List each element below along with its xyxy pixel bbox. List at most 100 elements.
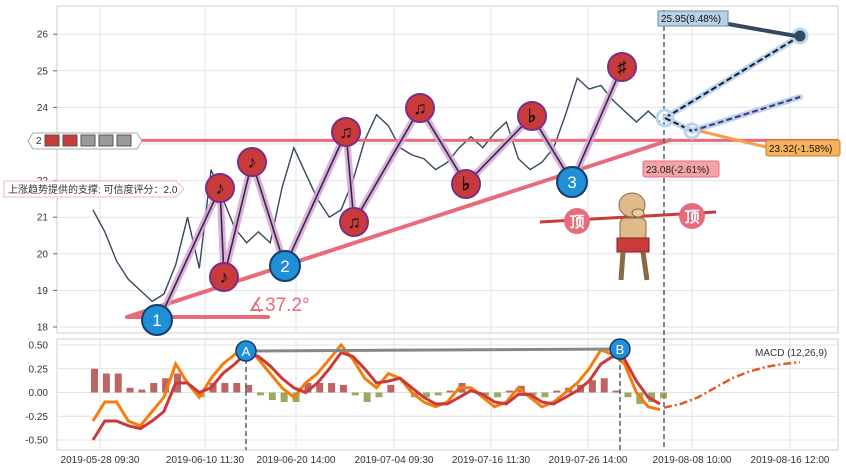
macd-projection-line bbox=[663, 360, 801, 409]
price-tick-label: 19 bbox=[37, 286, 49, 297]
macd-histogram-bar bbox=[553, 390, 561, 393]
dog-body bbox=[619, 217, 647, 241]
price-tick-label: 26 bbox=[37, 30, 49, 41]
macd-histogram-bar bbox=[446, 390, 454, 393]
divergence-marker bbox=[235, 340, 257, 362]
macd-histogram-bar bbox=[162, 378, 170, 393]
macd-histogram-bar bbox=[138, 389, 146, 393]
macd-tick-label: -0.25 bbox=[25, 412, 48, 423]
macd-histogram-bar bbox=[612, 390, 620, 393]
numbered-marker-label: 3 bbox=[567, 173, 576, 192]
projection-waypoint bbox=[683, 122, 701, 140]
macd-histogram-bar bbox=[351, 392, 359, 396]
divergence-marker-label: A bbox=[242, 344, 251, 359]
x-tick-label: 2019-06-20 14:00 bbox=[257, 455, 336, 466]
macd-histogram-bar bbox=[114, 373, 122, 393]
top-signal-label: 顶 bbox=[684, 209, 699, 226]
note-symbol: ♭ bbox=[462, 174, 471, 194]
note-marker bbox=[607, 52, 637, 82]
macd-histogram-bar bbox=[292, 392, 300, 402]
rating-cell bbox=[62, 134, 78, 147]
macd-histogram-bar bbox=[339, 384, 347, 393]
macd-histogram-bar bbox=[588, 380, 596, 393]
macd-histogram-bar bbox=[363, 392, 371, 402]
x-tick-label: 2019-07-04 09:30 bbox=[355, 455, 434, 466]
projection-up-line bbox=[664, 35, 801, 119]
macd-line-dea bbox=[91, 350, 661, 441]
macd-histogram-bar bbox=[494, 392, 502, 398]
trend-angle-label: ∡37.2° bbox=[248, 295, 310, 316]
rating-cell bbox=[116, 134, 132, 147]
macd-tick-label: 0.25 bbox=[29, 364, 49, 375]
macd-histogram-bar bbox=[245, 384, 253, 393]
note-marker bbox=[405, 93, 435, 123]
macd-histogram-bar bbox=[422, 392, 430, 398]
note-marker bbox=[331, 117, 361, 147]
top-signal-label: 顶 bbox=[569, 214, 584, 231]
target-up-arrow bbox=[727, 22, 797, 38]
price-tick-label: 21 bbox=[37, 213, 49, 224]
note-symbol: ♫ bbox=[339, 122, 353, 142]
target-up-label: 25.95(9.48%) bbox=[661, 14, 721, 25]
price-tick-label: 24 bbox=[37, 103, 49, 114]
macd-histogram-bar bbox=[434, 392, 442, 396]
macd-histogram-bar bbox=[600, 378, 608, 393]
note-marker bbox=[517, 101, 547, 131]
note-symbol: ♪ bbox=[248, 152, 257, 172]
macd-title: MACD (12,26,9) bbox=[755, 348, 827, 359]
macd-histogram-bar bbox=[529, 392, 537, 396]
macd-tick-label: -0.50 bbox=[25, 436, 48, 447]
numbered-marker bbox=[556, 166, 588, 198]
macd-panel-frame bbox=[56, 338, 839, 451]
x-tick-label: 2019-08-16 12:00 bbox=[751, 455, 830, 466]
macd-histogram-bar bbox=[375, 392, 383, 398]
divergence-marker-label: B bbox=[616, 342, 625, 357]
macd-histogram-bar bbox=[91, 368, 98, 393]
support-label-text: 上涨趋势提供的支撑: 可信度评分：2.0 bbox=[8, 183, 178, 196]
rating-cell bbox=[44, 134, 60, 147]
macd-histogram-bar bbox=[660, 392, 667, 399]
projection-origin bbox=[655, 108, 675, 128]
macd-histogram-bar bbox=[221, 383, 229, 393]
macd-histogram-bar bbox=[624, 392, 632, 398]
price-tick-label: 18 bbox=[37, 323, 49, 334]
dog-leg-right bbox=[640, 251, 650, 281]
numbered-marker bbox=[141, 304, 173, 336]
note-symbol: ♯ bbox=[618, 57, 627, 77]
x-tick-label: 2019-06-10 11:30 bbox=[166, 455, 245, 466]
macd-histogram-bar bbox=[150, 383, 158, 393]
x-tick-label: 2019-07-26 14:00 bbox=[549, 455, 628, 466]
macd-histogram-bar bbox=[268, 392, 276, 401]
target-down-label: 23.32(-1.58%) bbox=[769, 144, 832, 155]
dog-shorts bbox=[616, 237, 650, 253]
target-up-box bbox=[657, 10, 729, 27]
note-marker bbox=[205, 173, 235, 203]
top-signal-badge bbox=[564, 208, 590, 234]
dog-mascot-icon bbox=[616, 192, 650, 281]
note-symbol: ♭ bbox=[528, 106, 537, 126]
note-symbol: ♫ bbox=[347, 212, 361, 232]
macd-histogram-bar bbox=[102, 373, 110, 393]
macd-histogram-bar bbox=[280, 392, 288, 402]
macd-histogram-bar bbox=[541, 392, 549, 398]
support-label-box bbox=[3, 180, 185, 198]
dog-snout bbox=[631, 208, 645, 218]
note-marker bbox=[237, 147, 267, 177]
macd-histogram-bar bbox=[505, 390, 513, 393]
price-tick-label: 20 bbox=[37, 249, 49, 260]
note-marker bbox=[339, 207, 369, 237]
target-low-box bbox=[642, 160, 720, 178]
note-marker bbox=[209, 262, 239, 292]
macd-histogram-bar bbox=[304, 383, 312, 393]
target-down-box bbox=[765, 139, 841, 157]
ab-connector-line bbox=[245, 347, 621, 353]
note-symbol: ♪ bbox=[220, 267, 229, 287]
x-tick-label: 2019-07-16 11:30 bbox=[452, 455, 531, 466]
numbered-marker-label: 2 bbox=[280, 257, 289, 276]
macd-histogram-bar bbox=[328, 383, 336, 393]
numbered-marker-label: 1 bbox=[152, 311, 161, 330]
rating-cell bbox=[80, 134, 96, 147]
rating-cell bbox=[98, 134, 114, 147]
x-tick-label: 2019-08-08 10:00 bbox=[653, 455, 732, 466]
